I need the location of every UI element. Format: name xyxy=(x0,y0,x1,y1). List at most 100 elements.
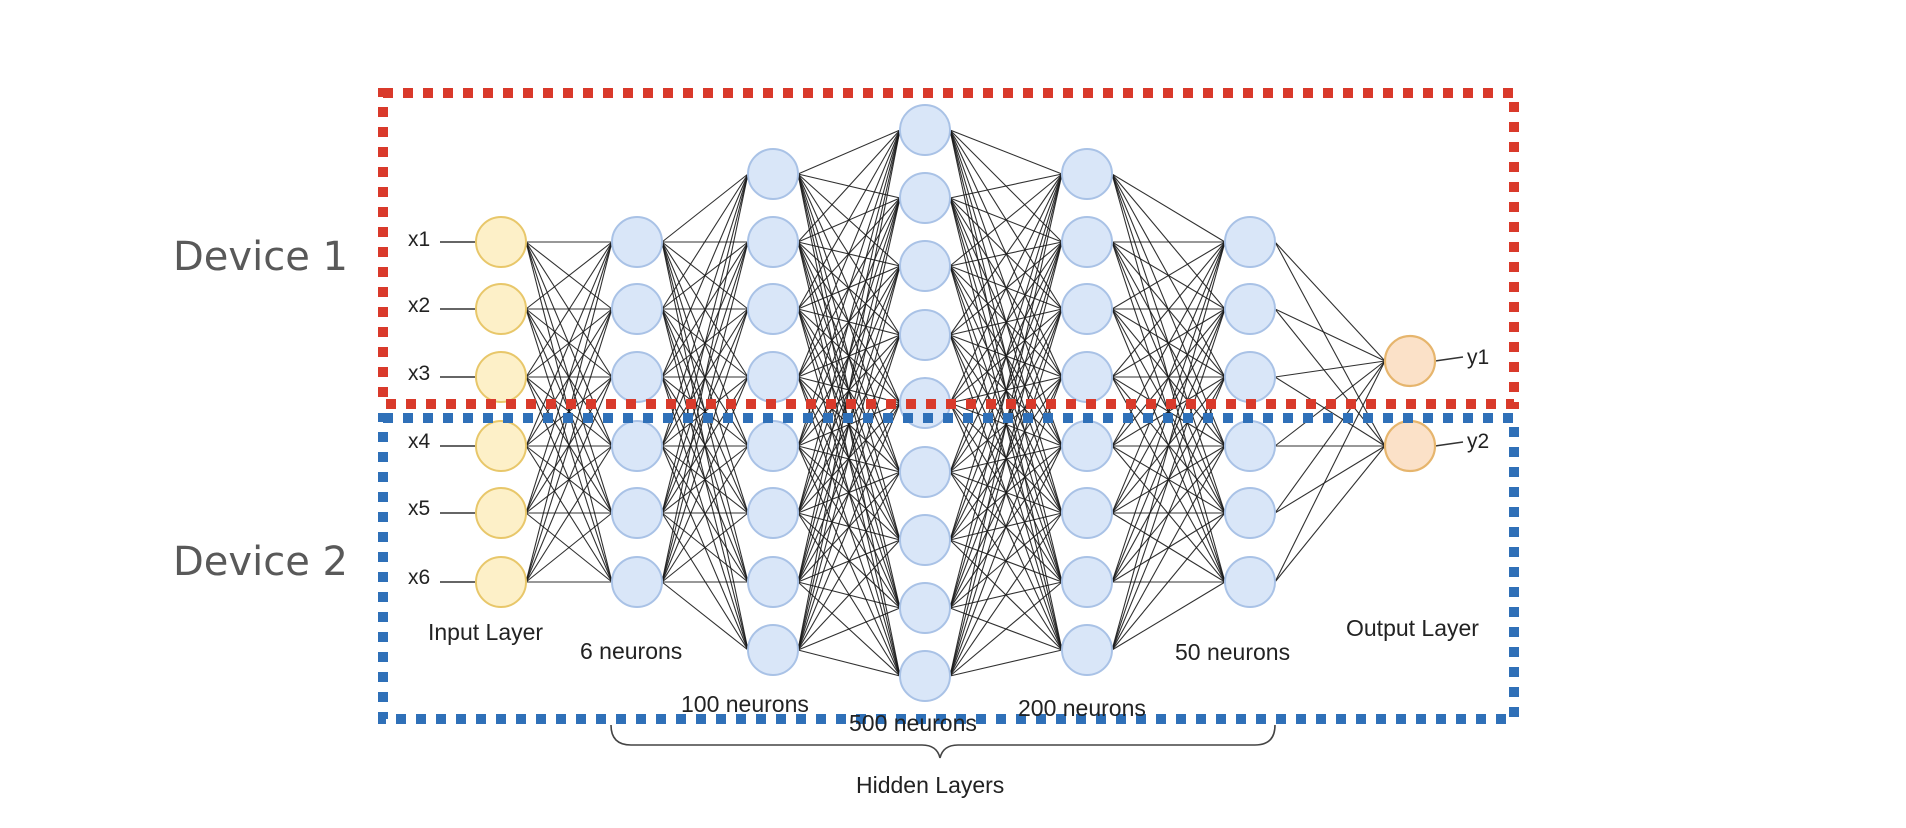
edge xyxy=(949,173,1063,267)
io-lines xyxy=(440,241,1464,583)
edge xyxy=(1274,376,1386,447)
input-label-x2: x2 xyxy=(408,294,430,317)
neuron-layer-2-node-3 xyxy=(747,351,799,403)
edge xyxy=(1111,308,1226,651)
neuron-layer-3-node-3 xyxy=(899,309,951,361)
output-line-2 xyxy=(1434,441,1464,447)
edge xyxy=(949,173,1063,609)
device-1-label: Device 1 xyxy=(173,234,348,280)
input-label-x4: x4 xyxy=(408,430,431,453)
neuron-layer-5-node-3 xyxy=(1224,420,1276,472)
edge xyxy=(661,376,749,583)
device-2-label: Device 2 xyxy=(173,539,348,585)
neuron-layer-3-node-1 xyxy=(899,172,951,224)
edge xyxy=(1111,241,1226,310)
neuron-layer-1-node-2 xyxy=(611,351,663,403)
input-label-x5: x5 xyxy=(408,497,430,520)
edge xyxy=(525,241,613,378)
edge xyxy=(949,173,1063,541)
edge xyxy=(661,445,749,583)
neuron-layer-3-node-6 xyxy=(899,514,951,566)
edge xyxy=(797,129,901,651)
neuron-layer-4-node-2 xyxy=(1061,283,1113,335)
neuron-layer-1-node-3 xyxy=(611,420,663,472)
edge xyxy=(797,197,901,651)
neuron-layer-3-node-7 xyxy=(899,582,951,634)
neuron-layer-0-node-1 xyxy=(475,283,527,335)
edge xyxy=(661,173,749,378)
edge xyxy=(1111,581,1226,651)
edge xyxy=(797,471,901,651)
input-layer-label: Input Layer xyxy=(428,619,543,645)
edge xyxy=(797,607,901,651)
edge xyxy=(797,129,901,514)
neuron-layer-0-node-3 xyxy=(475,420,527,472)
neuron-layer-4-node-5 xyxy=(1061,487,1113,539)
edge xyxy=(797,402,901,651)
edge xyxy=(661,581,749,651)
input-label-x6: x6 xyxy=(408,566,430,589)
edge xyxy=(1111,241,1226,583)
neuron-layer-3-node-8 xyxy=(899,650,951,702)
edge xyxy=(949,512,1063,677)
neuron-layer-2-node-0 xyxy=(747,148,799,200)
edge xyxy=(797,129,901,243)
edge xyxy=(949,376,1063,677)
edge xyxy=(1274,308,1386,447)
edge xyxy=(949,241,1063,677)
edge xyxy=(1111,241,1226,447)
neuron-layer-0-node-2 xyxy=(475,351,527,403)
neuron-layer-0-node-5 xyxy=(475,556,527,608)
edge xyxy=(949,649,1063,677)
edge xyxy=(661,173,749,514)
edge xyxy=(661,173,749,310)
hidden-layer-5-label: 50 neurons xyxy=(1175,639,1290,665)
edge xyxy=(949,308,1063,677)
input-label-x3: x3 xyxy=(408,362,430,385)
edge xyxy=(525,308,613,583)
edge xyxy=(949,581,1063,677)
edge xyxy=(797,129,901,310)
edge xyxy=(661,173,749,583)
neuron-layer-4-node-4 xyxy=(1061,420,1113,472)
edge xyxy=(1111,241,1226,514)
edge xyxy=(661,173,749,243)
edge xyxy=(1111,241,1226,651)
neuron-layer-4-node-6 xyxy=(1061,556,1113,608)
neuron-layer-5-node-2 xyxy=(1224,351,1276,403)
output-label-y1: y1 xyxy=(1467,346,1489,369)
neuron-layer-3-node-0 xyxy=(899,104,951,156)
neuron-layer-0-node-4 xyxy=(475,487,527,539)
edge xyxy=(1274,360,1386,378)
output-line-1 xyxy=(1434,356,1464,362)
edge xyxy=(1274,241,1386,362)
neuron-layer-4-node-3 xyxy=(1061,351,1113,403)
edge xyxy=(797,129,901,378)
edge xyxy=(661,241,749,583)
output-label-y2: y2 xyxy=(1467,430,1489,453)
edge xyxy=(1274,445,1386,514)
hidden-layer-2-label: 100 neurons xyxy=(681,691,809,717)
edge xyxy=(949,173,1063,336)
neuron-layer-1-node-4 xyxy=(611,487,663,539)
hidden-layer-3-label: 500 neurons xyxy=(849,710,977,736)
edge xyxy=(525,512,613,583)
edge xyxy=(949,445,1063,677)
neuron-layer-4-node-0 xyxy=(1061,148,1113,200)
edge xyxy=(661,173,749,447)
edge xyxy=(1111,173,1226,243)
neuron-layer-0-node-0 xyxy=(475,216,527,268)
neuron-layer-1-node-0 xyxy=(611,216,663,268)
neuron-layer-6-node-0 xyxy=(1383,334,1437,388)
edge xyxy=(1274,445,1386,583)
neuron-layer-3-node-2 xyxy=(899,240,951,292)
edge xyxy=(797,649,901,677)
edge xyxy=(1274,360,1386,514)
edge xyxy=(525,241,613,310)
neuron-layer-2-node-1 xyxy=(747,216,799,268)
edge xyxy=(949,129,1063,175)
hidden-layers-brace xyxy=(610,724,1276,759)
edge xyxy=(1274,241,1386,447)
edge xyxy=(797,334,901,651)
